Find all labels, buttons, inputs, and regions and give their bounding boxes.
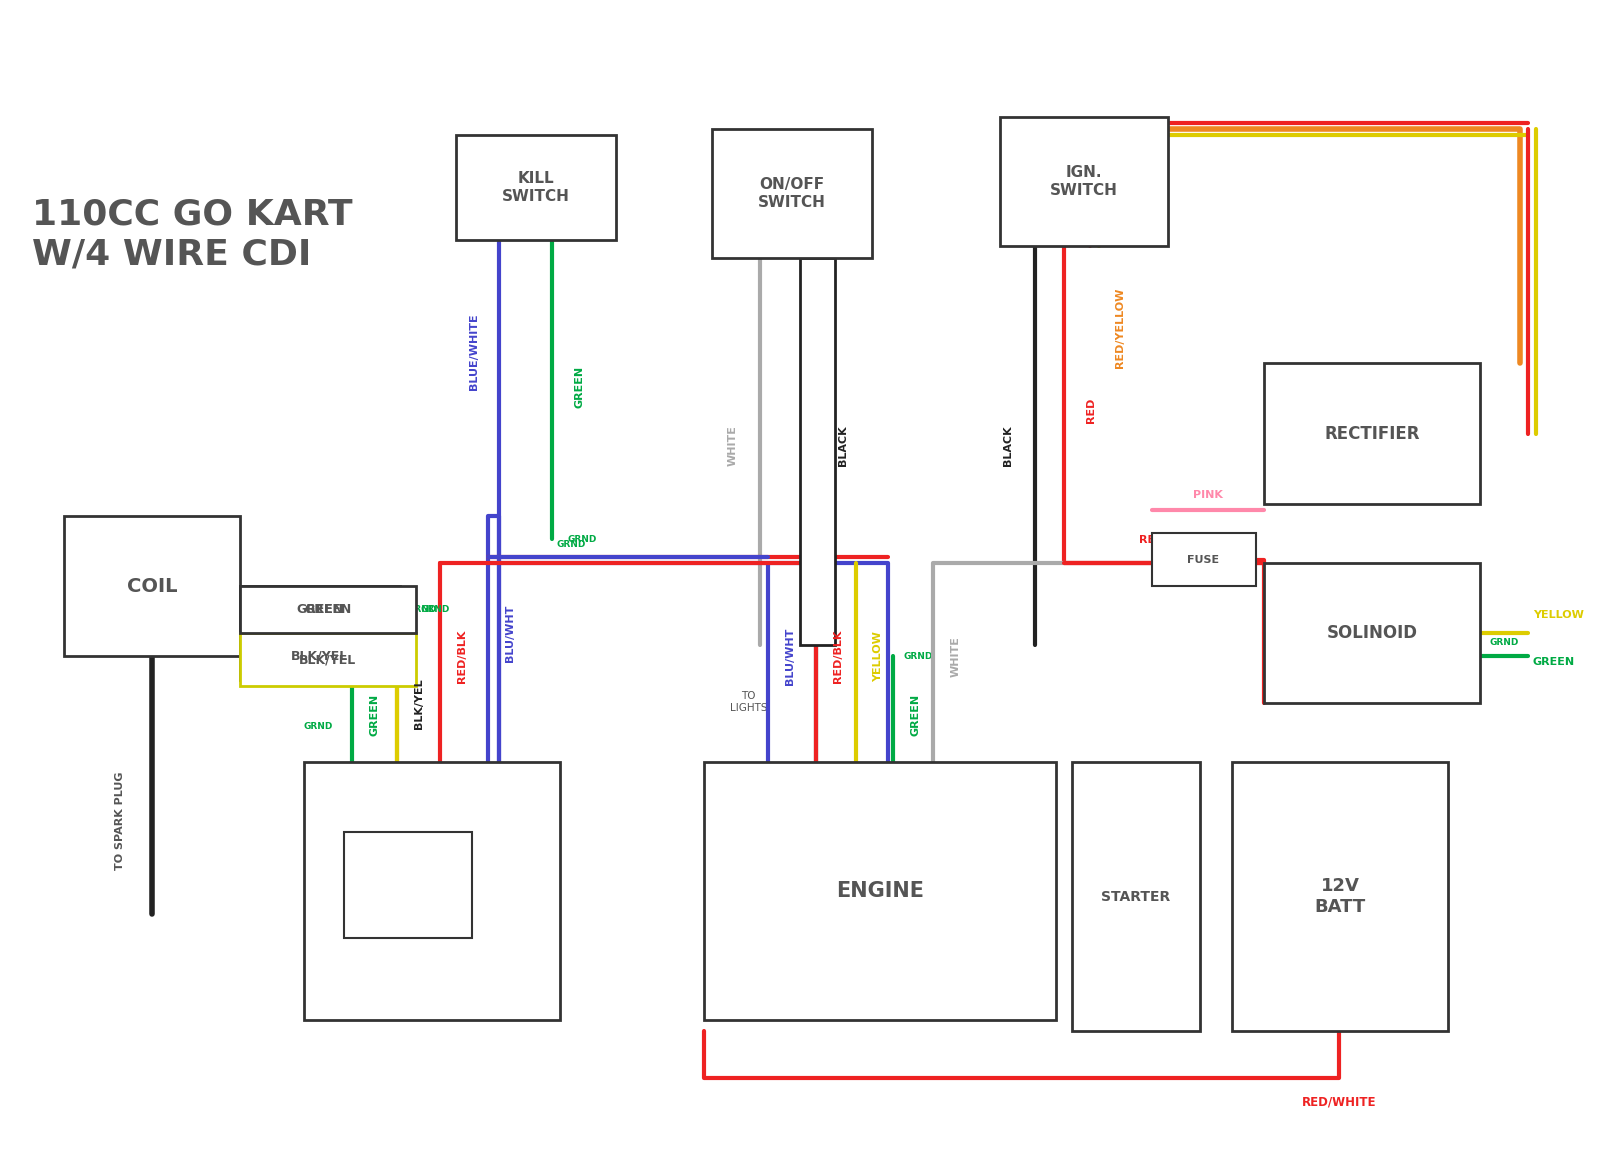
Text: RED/BLK: RED/BLK [458, 629, 467, 683]
Text: GRND: GRND [408, 605, 437, 614]
Text: RECTIFIER: RECTIFIER [1325, 424, 1419, 443]
Text: BLU/WHT: BLU/WHT [786, 628, 795, 684]
FancyBboxPatch shape [1152, 533, 1256, 586]
Text: BLK/YEL: BLK/YEL [291, 649, 349, 663]
FancyBboxPatch shape [240, 633, 400, 680]
Text: BLUE/WHITE: BLUE/WHITE [469, 313, 478, 390]
Text: CDI: CDI [411, 880, 453, 901]
Text: BLACK: BLACK [838, 425, 848, 465]
Text: GREEN: GREEN [370, 694, 379, 736]
Text: SOLINOID: SOLINOID [1326, 624, 1418, 642]
Text: BLK/YEL: BLK/YEL [414, 677, 424, 729]
Text: GRND: GRND [568, 534, 597, 544]
Text: KILL
SWITCH: KILL SWITCH [502, 171, 570, 204]
FancyBboxPatch shape [64, 516, 240, 656]
Text: 110CC GO KART
W/4 WIRE CDI: 110CC GO KART W/4 WIRE CDI [32, 198, 352, 271]
Text: PINK: PINK [1194, 490, 1222, 500]
Text: RED/BLK: RED/BLK [834, 629, 843, 683]
Text: 12V
BATT: 12V BATT [1314, 877, 1366, 917]
FancyBboxPatch shape [1264, 363, 1480, 504]
Text: YELLOW: YELLOW [874, 631, 883, 682]
Text: GRND: GRND [904, 652, 933, 661]
FancyBboxPatch shape [1264, 563, 1480, 703]
FancyBboxPatch shape [800, 258, 835, 645]
Text: ENGINE: ENGINE [837, 880, 925, 901]
FancyBboxPatch shape [1072, 762, 1200, 1031]
Text: GREEN: GREEN [296, 602, 344, 616]
FancyBboxPatch shape [704, 762, 1056, 1020]
Text: GRND: GRND [1490, 638, 1518, 647]
FancyBboxPatch shape [304, 762, 560, 1020]
Text: GREEN: GREEN [910, 694, 920, 736]
Text: WHITE: WHITE [950, 636, 960, 676]
Text: RED: RED [1139, 534, 1165, 545]
Text: BLK/YEL: BLK/YEL [299, 653, 357, 667]
Text: STARTER: STARTER [1101, 890, 1171, 904]
FancyBboxPatch shape [240, 586, 400, 633]
Text: COIL: COIL [126, 577, 178, 595]
FancyBboxPatch shape [456, 135, 616, 240]
Text: BLACK: BLACK [1003, 425, 1013, 465]
Text: GRND: GRND [421, 605, 450, 614]
Text: BLU/WHT: BLU/WHT [506, 605, 515, 661]
FancyBboxPatch shape [344, 832, 472, 938]
Text: GRND: GRND [304, 722, 333, 731]
Text: TO
LIGHTS: TO LIGHTS [730, 691, 768, 713]
Text: YELLOW: YELLOW [1533, 611, 1584, 620]
Text: TO SPARK PLUG: TO SPARK PLUG [115, 771, 125, 870]
Text: RED/WHITE: RED/WHITE [1302, 1096, 1376, 1109]
FancyBboxPatch shape [240, 586, 416, 633]
Text: IGN.
SWITCH: IGN. SWITCH [1050, 165, 1118, 198]
Text: GREEN: GREEN [304, 602, 352, 616]
Text: RED/YELLOW: RED/YELLOW [1115, 288, 1125, 368]
FancyBboxPatch shape [1000, 117, 1168, 246]
Text: RED: RED [1086, 397, 1096, 423]
FancyBboxPatch shape [1232, 762, 1448, 1031]
Text: ON/OFF
SWITCH: ON/OFF SWITCH [758, 177, 826, 210]
Text: GREEN: GREEN [574, 366, 584, 408]
Text: FUSE: FUSE [1187, 554, 1219, 565]
FancyBboxPatch shape [240, 633, 416, 686]
Text: GREEN: GREEN [1533, 657, 1574, 667]
Text: GRND: GRND [557, 540, 586, 550]
Text: WHITE: WHITE [728, 425, 738, 465]
FancyBboxPatch shape [712, 129, 872, 258]
